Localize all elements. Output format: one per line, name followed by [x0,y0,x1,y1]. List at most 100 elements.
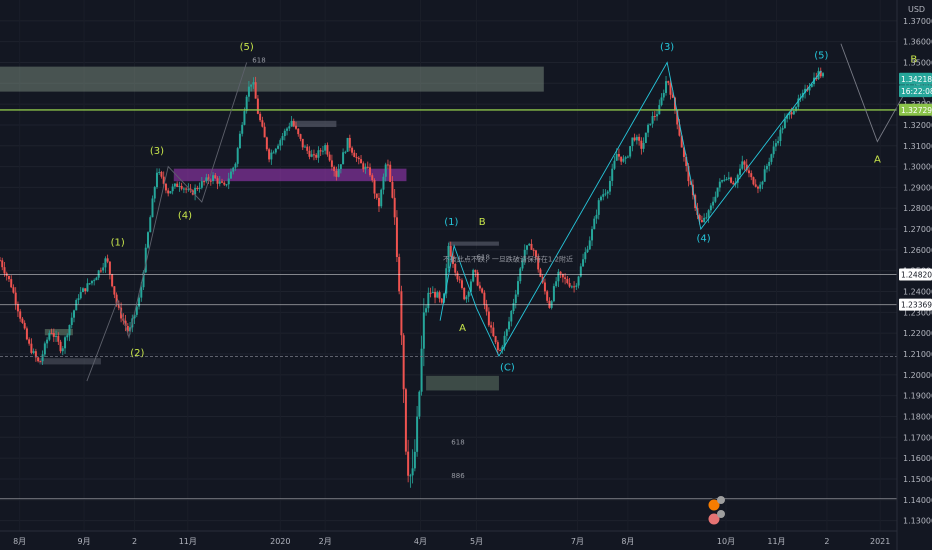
candle-body [306,146,309,151]
candle-body [200,181,203,188]
candle-body [164,183,167,191]
candle-body [254,82,257,99]
candle-body [815,77,818,80]
candle-body [460,280,463,288]
candle-body [777,140,780,144]
candle-body [153,187,156,199]
candle-body [297,128,300,135]
candle-body [308,150,311,157]
price-axis[interactable]: 1.13000 1.14000 1.15000 1.16000 1.17000 1.180… [903,17,932,526]
candle-body [682,147,685,157]
fib-level-label: 618 [451,439,464,447]
candle-body [534,250,537,258]
candle-body [364,166,367,170]
candle-body [779,129,782,141]
time-tick-label: 7月 [571,537,584,546]
candle-body [102,267,105,271]
candle-body [171,186,174,192]
candle-body [631,137,634,147]
candle-body [469,281,472,292]
zone-rect [0,66,544,92]
candle-body [512,303,515,312]
candlestick-series [0,67,824,488]
candle-body [214,175,217,179]
zone-rect [448,241,499,246]
candle-body [640,140,643,149]
candle-body [30,343,33,353]
candle-body [7,275,10,280]
wave-path[interactable] [439,61,822,358]
candle-body [173,183,176,187]
candle-body [557,271,560,282]
candle-body [321,150,324,152]
candle-body [86,283,89,292]
wave-path[interactable] [840,43,932,204]
candle-body [588,240,591,250]
zone-rect [44,329,73,336]
candle-body [243,111,246,125]
elliott-wave-lines[interactable] [86,43,932,382]
candle-body [723,179,726,181]
candle-body [259,113,262,121]
candle-body [59,341,62,352]
candle-body [270,152,273,160]
candle-body [241,124,244,134]
candle-body [344,151,347,153]
candle-body [804,88,807,93]
candle-body [342,152,345,165]
candle-body [517,281,520,295]
candle-body [739,168,742,175]
wave-label: (5) [814,50,828,61]
zone-rect [39,358,101,365]
price-tags: 1.34218 16:22:08 1.32729 1.24820 1.23369 [899,72,932,311]
candle-body [454,263,457,273]
candle-body [151,198,154,218]
candle-body [528,243,531,246]
candle-body [615,154,618,161]
candle-body [680,135,683,148]
candle-body [113,286,116,295]
candle-body [552,286,555,302]
candle-body [124,320,127,326]
candle-body [75,300,78,311]
candle-body [77,298,80,301]
candle-body [458,279,461,281]
candle-body [283,130,286,137]
candle-body [108,261,111,275]
candle-body [207,177,210,181]
time-tick-label: 2020 [270,537,290,546]
candle-body [496,342,499,351]
candle-body [503,335,506,347]
wave-label: (C) [500,363,515,374]
event-flags-icon[interactable] [707,496,725,526]
candle-body [642,142,645,149]
wave-path[interactable] [86,62,248,382]
candle-body [120,307,123,319]
candle-body [709,205,712,211]
candle-body [501,346,504,351]
candle-body [559,271,562,274]
price-zones [0,66,544,391]
candle-body [286,128,289,131]
candle-body [745,164,748,171]
price-tick-label: 1.16000 [903,454,932,463]
candle-body [299,134,302,139]
candle-body [104,258,107,268]
price-tick-label: 1.18000 [903,412,932,421]
candle-body [487,311,490,326]
candle-body [422,312,425,349]
candle-body [319,150,322,152]
wave-label: (2) [130,348,144,359]
candle-body [187,188,190,190]
candle-body [39,361,42,363]
candle-body [216,178,219,184]
wave-label: (3) [660,42,674,53]
candle-body [252,82,255,85]
candle-body [236,148,239,164]
candle-body [768,161,771,166]
candle-body [369,167,372,176]
candle-body [0,260,1,262]
candle-body [46,339,49,344]
time-axis[interactable]: 8月9月211月20202月4月5月7月8月10月11月220213月4月 [13,537,932,546]
